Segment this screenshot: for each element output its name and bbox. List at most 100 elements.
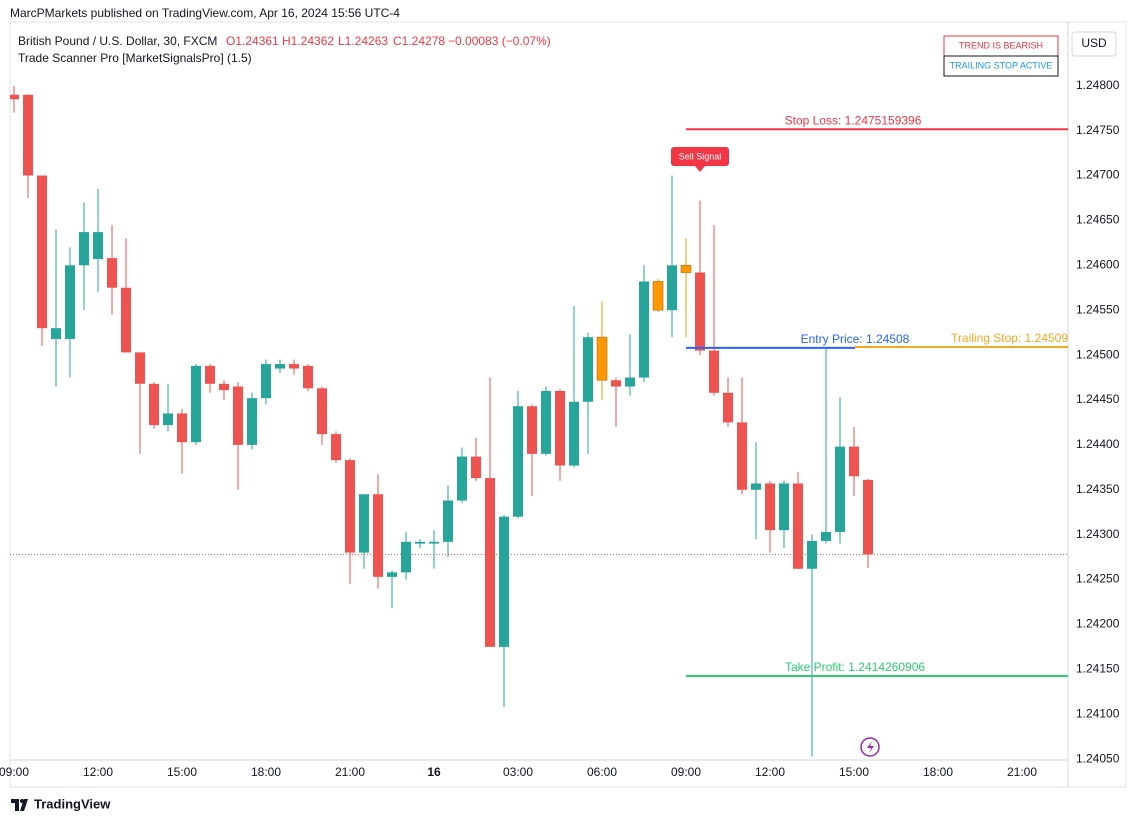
candle-body <box>722 392 733 423</box>
candle-body <box>107 258 118 288</box>
candle-body <box>289 364 300 369</box>
candle-body <box>219 383 230 391</box>
candle-body <box>485 478 496 647</box>
candle-body <box>37 175 48 329</box>
candle-body <box>806 540 817 569</box>
logo <box>11 799 28 811</box>
currency-box[interactable] <box>1071 31 1117 57</box>
candle-body <box>694 272 705 351</box>
ohlc-value: H1.24362 <box>282 34 334 48</box>
candle-body <box>373 494 384 577</box>
candle-body <box>275 364 286 369</box>
candle-body <box>554 391 565 466</box>
candle-body <box>205 365 216 384</box>
candle-body <box>247 398 258 445</box>
candle-body <box>582 337 593 402</box>
candle-body <box>429 541 440 544</box>
candle-body <box>79 232 90 266</box>
footer-brand: TradingView <box>34 796 111 811</box>
x-tick-label: 03:00 <box>503 765 533 779</box>
candle-body <box>65 265 76 339</box>
plot-area <box>10 85 1068 757</box>
frame <box>9 21 1127 788</box>
signal-pointer <box>694 166 705 172</box>
y-tick-label: 1.24250 <box>1076 572 1120 586</box>
candle-body <box>233 386 244 445</box>
level-label: Entry Price: 1.24508 <box>801 332 910 346</box>
currency[interactable]: USD <box>1081 36 1107 50</box>
ohlc-value: L1.24263 <box>338 34 388 48</box>
alert-icon[interactable] <box>860 737 880 757</box>
y-tick-label: 1.24750 <box>1076 123 1120 137</box>
candle-body <box>121 287 132 353</box>
candle-body <box>624 377 635 387</box>
candle-body <box>666 265 677 311</box>
candle-body <box>261 364 272 399</box>
y-tick-label: 1.24100 <box>1076 706 1120 720</box>
y-tick-label: 1.24300 <box>1076 527 1120 541</box>
indicator: Trade Scanner Pro [MarketSignalsPro] (1.… <box>18 51 252 65</box>
y-tick-label: 1.24150 <box>1076 661 1120 675</box>
candle-body <box>652 281 664 311</box>
candle-body <box>764 483 775 531</box>
candle-body <box>540 391 551 454</box>
x-tick-label: 21:00 <box>335 765 365 779</box>
ohlc-value: C1.24278 <box>393 34 445 48</box>
y-tick-label: 1.24350 <box>1076 482 1120 496</box>
candle-body <box>638 281 649 378</box>
x-tick-label: 12:00 <box>755 765 785 779</box>
signal-box <box>670 147 729 166</box>
x-tick-label: 09:00 <box>671 765 701 779</box>
candle-body <box>415 541 426 544</box>
x-tick-label: 09:00 <box>0 765 29 779</box>
y-tick-label: 1.24700 <box>1076 168 1120 182</box>
candle-body <box>778 483 789 531</box>
x-tick-label: 18:00 <box>251 765 281 779</box>
x-tick-label: 12:00 <box>83 765 113 779</box>
symbol: British Pound / U.S. Dollar, 30, FXCM <box>18 34 217 48</box>
status-box <box>943 55 1059 77</box>
publisher: MarcPMarkets published on TradingView.co… <box>10 6 400 20</box>
candle-body <box>135 352 146 384</box>
status-text: TRAILING STOP ACTIVE <box>950 60 1053 70</box>
candle-body <box>848 446 859 477</box>
candle-body <box>149 383 160 426</box>
x-tick-label: 15:00 <box>839 765 869 779</box>
y-tick-label: 1.24200 <box>1076 617 1120 631</box>
candle-body <box>568 401 579 466</box>
y-tick-label: 1.24400 <box>1076 437 1120 451</box>
candle-body <box>499 516 510 647</box>
candle-body <box>708 350 719 393</box>
candle-body <box>359 494 370 553</box>
candle-body <box>163 413 174 426</box>
candle-body <box>23 94 34 176</box>
x-tick-label: 06:00 <box>587 765 617 779</box>
y-tick-label: 1.24500 <box>1076 347 1120 361</box>
candle-body <box>177 413 188 443</box>
candle-body <box>680 265 692 273</box>
candle-body <box>471 456 482 479</box>
y-tick-label: 1.24800 <box>1076 78 1120 92</box>
status-text: TREND IS BEARISH <box>959 40 1043 50</box>
x-tick-label: 16 <box>427 765 441 779</box>
x-tick-label: 21:00 <box>1007 765 1037 779</box>
y-tick-label: 1.24450 <box>1076 392 1120 406</box>
x-tick-label: 18:00 <box>923 765 953 779</box>
candle-body <box>401 541 412 573</box>
candle-body <box>387 572 398 577</box>
candle-body <box>610 380 621 387</box>
y-tick-label: 1.24650 <box>1076 213 1120 227</box>
candle-body <box>93 232 104 260</box>
y-tick-label: 1.24600 <box>1076 257 1120 271</box>
y-tick-label: 1.24550 <box>1076 302 1120 316</box>
candle-body <box>457 456 468 501</box>
ohlc-value: −0.00083 (−0.07%) <box>448 34 551 48</box>
signal-label: Sell Signal <box>679 151 722 161</box>
candle-body <box>736 422 747 490</box>
candle-body <box>820 531 831 541</box>
x-tick-label: 15:00 <box>167 765 197 779</box>
candle-body <box>443 500 454 542</box>
candle-body <box>750 483 761 490</box>
candle-body <box>834 446 845 532</box>
